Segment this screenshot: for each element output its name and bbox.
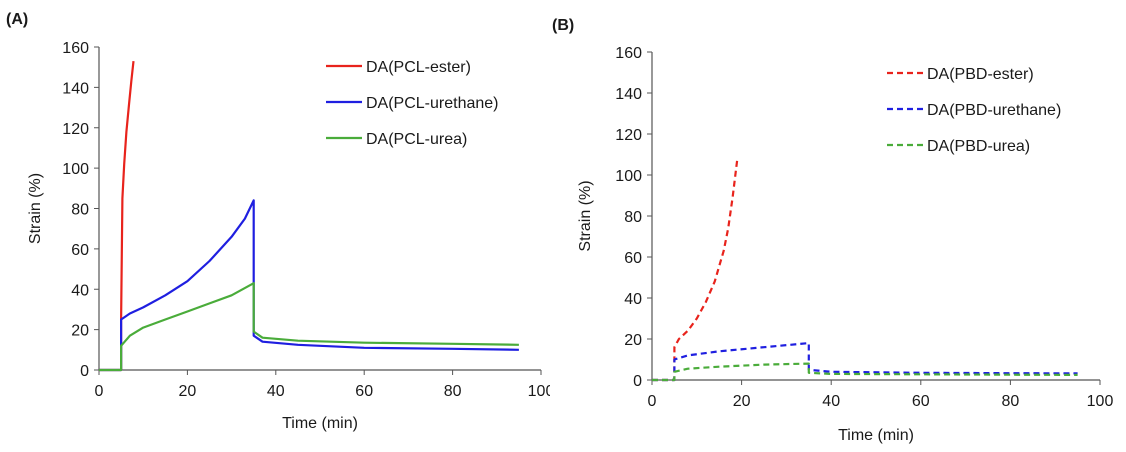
- y-tick-label: 0: [80, 363, 89, 380]
- x-tick-label: 0: [648, 393, 657, 410]
- x-tick-label: 60: [912, 393, 930, 410]
- legend-label-3: DA(PBD-urea): [927, 138, 1030, 155]
- y-tick-label: 20: [624, 332, 642, 349]
- y-tick-label: 160: [62, 40, 89, 57]
- series-line-2: [652, 342, 1078, 382]
- chart-panel-b: (B) 0 20 40 60 80 100 120 140 160 0 20 40 60 80 100 Time…: [550, 0, 1126, 452]
- legend: DA(PCL-ester) DA(PCL-urethane) DA(PCL-urea…: [326, 59, 499, 148]
- legend-label-2: DA(PCL-urethane): [366, 95, 499, 112]
- x-tick-label: 40: [822, 393, 840, 410]
- x-tick-label: 80: [1002, 393, 1020, 410]
- x-tick-label: 20: [179, 383, 197, 400]
- x-tick-label: 80: [444, 383, 462, 400]
- y-tick-label: 80: [71, 202, 89, 219]
- chart-a-svg: (A) 0 20 40 60 80 100 120 140 160 0 20 40 60 80 100 Time…: [6, 11, 554, 432]
- legend: DA(PBD-ester) DA(PBD-urethane) DA(PBD-urea…: [887, 66, 1061, 155]
- x-axis-label: Time (min): [838, 427, 914, 444]
- x-tick-label: 60: [355, 383, 373, 400]
- legend-label-1: DA(PCL-ester): [366, 59, 471, 76]
- x-tick-label: 100: [1087, 393, 1114, 410]
- panel-label: (B): [552, 17, 574, 34]
- y-tick-label: 60: [624, 250, 642, 267]
- legend-label-2: DA(PBD-urethane): [927, 102, 1061, 119]
- legend-label-1: DA(PBD-ester): [927, 66, 1034, 83]
- y-tick-label: 120: [615, 127, 642, 144]
- x-tick-label: 40: [267, 383, 285, 400]
- y-tick-label: 120: [62, 121, 89, 138]
- legend-label-3: DA(PCL-urea): [366, 131, 467, 148]
- y-axis-label: Strain (%): [577, 180, 594, 251]
- x-tick-label: 0: [95, 383, 104, 400]
- y-tick-label: 100: [615, 168, 642, 185]
- series-line-1: [99, 60, 135, 372]
- x-tick-label: 20: [733, 393, 751, 410]
- y-tick-label: 80: [624, 209, 642, 226]
- x-axis-label: Time (min): [282, 415, 358, 432]
- y-tick-label: 20: [71, 323, 89, 340]
- y-tick-label: 160: [615, 45, 642, 62]
- y-tick-label: 40: [71, 282, 89, 299]
- series-line-3: [652, 362, 1078, 382]
- y-tick-label: 60: [71, 242, 89, 259]
- y-tick-label: 140: [615, 86, 642, 103]
- series-line-1: [652, 160, 739, 382]
- x-tick-label: 100: [528, 383, 550, 400]
- y-tick-label: 140: [62, 80, 89, 97]
- y-tick-label: 40: [624, 291, 642, 308]
- series-line-2: [99, 199, 519, 372]
- chart-b-svg: (B) 0 20 40 60 80 100 120 140 160 0 20 40 60 80 100 Time…: [552, 17, 1114, 444]
- panel-label: (A): [6, 11, 28, 28]
- series-line-3: [99, 282, 519, 372]
- y-tick-label: 100: [62, 161, 89, 178]
- y-tick-label: 0: [633, 373, 642, 390]
- y-axis-label: Strain (%): [27, 173, 44, 244]
- chart-panel-a: (A) 0 20 40 60 80 100 120 140 160 0 20 40 60 80 100 Time…: [0, 0, 554, 452]
